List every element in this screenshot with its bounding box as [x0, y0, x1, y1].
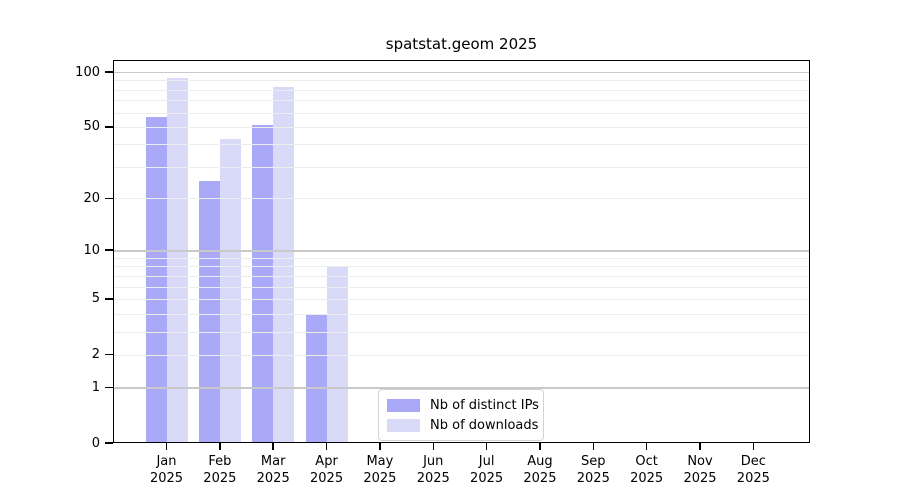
- y-tick-label-10: 10: [83, 242, 100, 258]
- legend-swatch-distinct-ips: [387, 398, 420, 412]
- x-tick-mark-may: [379, 443, 381, 450]
- y-tick-label-1: 1: [91, 379, 100, 395]
- x-tick-year: 2025: [416, 471, 450, 486]
- bar-jan-downloads: [166, 77, 188, 443]
- gridline-minor-8: [113, 266, 810, 268]
- y-tick-label-2: 2: [91, 347, 100, 363]
- x-tick-month: Jan: [156, 454, 177, 469]
- x-tick-year: 2025: [576, 471, 610, 486]
- x-tick-year: 2025: [203, 471, 237, 486]
- x-tick-mark-sep: [592, 443, 595, 450]
- y-tick-mark-5: [105, 298, 113, 300]
- x-tick-label-dec: Dec 2025: [723, 453, 783, 487]
- gridline-minor-40: [113, 144, 810, 146]
- y-tick-label-0: 0: [91, 435, 100, 451]
- y-tick-mark-20: [105, 197, 113, 199]
- y-tick-mark-50: [105, 126, 113, 128]
- x-tick-month: Sep: [581, 454, 606, 469]
- gridline-minor-20: [113, 198, 810, 200]
- gridline-minor-80: [113, 89, 810, 91]
- legend-item-distinct-ips: Nb of distinct IPs: [387, 398, 539, 413]
- gridline-major-100: [113, 72, 810, 74]
- x-tick-month: Feb: [208, 454, 232, 469]
- x-tick-month: Apr: [315, 454, 338, 469]
- x-tick-month: May: [366, 454, 394, 469]
- gridline-minor-60: [113, 112, 810, 114]
- gridline-minor-5: [113, 298, 810, 300]
- x-tick-year: 2025: [523, 471, 557, 486]
- y-tick-mark-1: [105, 386, 113, 389]
- gridline-minor-9: [113, 257, 810, 259]
- x-tick-mark-feb: [219, 443, 221, 450]
- bar-apr-distinct-ips: [305, 313, 327, 443]
- gridline-minor-50: [113, 126, 810, 128]
- gridline-major-1: [113, 387, 810, 389]
- y-tick-mark-2: [105, 353, 113, 356]
- x-tick-label-oct: Oct 2025: [617, 453, 677, 487]
- x-tick-mark-dec: [752, 443, 755, 450]
- x-tick-label-nov: Nov 2025: [670, 453, 730, 487]
- bar-jan-distinct-ips: [145, 116, 167, 443]
- x-tick-month: Oct: [635, 454, 658, 469]
- y-tick-mark-100: [105, 71, 113, 73]
- x-tick-month: Aug: [527, 454, 553, 469]
- x-tick-label-may: May 2025: [350, 453, 410, 487]
- x-tick-mark-jan: [165, 443, 168, 450]
- legend: Nb of distinct IPs Nb of downloads: [378, 389, 544, 441]
- x-tick-mark-jun: [432, 443, 434, 450]
- gridline-minor-70: [113, 100, 810, 102]
- x-tick-year: 2025: [310, 471, 344, 486]
- x-tick-label-jun: Jun 2025: [403, 453, 463, 487]
- x-tick-label-jan: Jan 2025: [137, 453, 197, 487]
- y-tick-mark-0: [105, 442, 113, 444]
- x-tick-year: 2025: [470, 471, 504, 486]
- x-tick-label-sep: Sep 2025: [563, 453, 623, 487]
- legend-swatch-downloads: [387, 418, 420, 432]
- gridline-minor-6: [113, 286, 810, 288]
- x-tick-label-feb: Feb 2025: [190, 453, 250, 487]
- y-tick-label-100: 100: [75, 64, 100, 80]
- gridline-minor-3: [113, 331, 810, 333]
- x-tick-label-jul: Jul 2025: [457, 453, 517, 487]
- x-tick-year: 2025: [630, 471, 664, 486]
- y-tick-mark-10: [105, 249, 113, 251]
- x-tick-mark-mar: [272, 443, 274, 450]
- y-tick-label-50: 50: [83, 119, 100, 135]
- x-tick-mark-nov: [699, 443, 701, 450]
- gridline-major-10: [113, 250, 810, 252]
- y-tick-label-5: 5: [91, 291, 100, 307]
- x-tick-month: Jul: [478, 454, 495, 469]
- chart-title: spatstat.geom 2025: [385, 35, 538, 53]
- x-tick-month: Dec: [740, 454, 766, 469]
- x-tick-month: Mar: [260, 454, 286, 469]
- gridline-minor-7: [113, 275, 810, 277]
- legend-item-downloads: Nb of downloads: [387, 417, 539, 433]
- bar-mar-distinct-ips: [252, 125, 274, 443]
- x-tick-month: Nov: [687, 454, 713, 469]
- x-tick-label-apr: Apr 2025: [297, 453, 357, 487]
- bar-mar-downloads: [273, 86, 295, 443]
- x-tick-label-mar: Mar 2025: [243, 453, 303, 487]
- gridline-minor-2: [113, 354, 810, 356]
- x-tick-mark-aug: [539, 443, 541, 450]
- gridline-minor-90: [113, 80, 810, 82]
- x-tick-mark-apr: [325, 443, 328, 450]
- x-tick-year: 2025: [149, 471, 184, 486]
- gridline-minor-30: [113, 166, 810, 168]
- x-tick-year: 2025: [736, 471, 770, 486]
- gridline-minor-4: [113, 313, 810, 315]
- y-tick-label-20: 20: [83, 190, 100, 206]
- x-tick-mark-jul: [485, 443, 488, 450]
- bar-feb-distinct-ips: [198, 181, 220, 443]
- x-tick-year: 2025: [363, 471, 397, 486]
- legend-label-distinct-ips: Nb of distinct IPs: [430, 397, 539, 413]
- x-tick-month: Jun: [423, 454, 444, 469]
- x-tick-year: 2025: [683, 471, 717, 486]
- bar-feb-downloads: [219, 138, 241, 443]
- legend-label-downloads: Nb of downloads: [430, 417, 539, 433]
- x-tick-year: 2025: [256, 471, 290, 486]
- x-tick-mark-oct: [645, 443, 648, 450]
- x-tick-label-aug: Aug 2025: [510, 453, 570, 487]
